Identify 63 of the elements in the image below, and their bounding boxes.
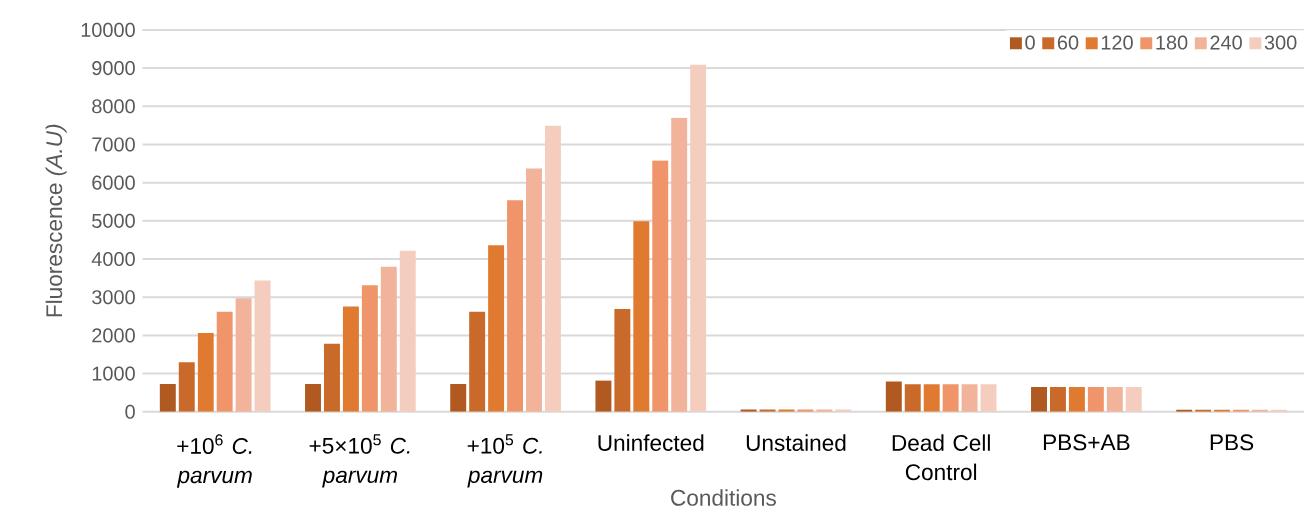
bar <box>216 311 233 412</box>
bar <box>980 384 997 412</box>
y-tick-label: 2000 <box>92 328 135 343</box>
y-tick-label: 3000 <box>92 289 135 305</box>
bar <box>904 384 921 412</box>
bar <box>197 332 214 412</box>
y-tick-label: 10000 <box>81 22 135 37</box>
bar <box>1106 386 1123 412</box>
y-tick-label: 4000 <box>91 251 135 266</box>
bar <box>1087 386 1104 412</box>
bar <box>323 343 340 412</box>
bar <box>254 280 271 412</box>
bar <box>305 383 321 412</box>
x-tick-label: +5×10$^{5}$ C. parvum <box>309 434 410 488</box>
x-tick-label: Unstained <box>746 434 846 451</box>
bar <box>633 221 650 412</box>
bar <box>671 117 688 412</box>
x-tick-label: +10$^{6}$ C. parvum <box>176 434 252 488</box>
legend-label: 120 <box>1101 35 1133 50</box>
y-tick-label: 0 <box>125 404 135 419</box>
bar <box>595 380 612 412</box>
bar <box>178 361 195 412</box>
y-tick-label: 7000 <box>92 137 135 152</box>
bar <box>342 306 359 412</box>
bar <box>652 160 669 412</box>
bar <box>380 266 397 412</box>
legend-label: 300 <box>1264 35 1297 50</box>
legend-label: 240 <box>1210 35 1242 50</box>
bar <box>361 285 378 412</box>
bar <box>488 245 505 412</box>
bar <box>690 64 707 412</box>
bar <box>399 250 416 412</box>
y-tick-label: 9000 <box>92 60 135 75</box>
bar <box>614 308 631 412</box>
bar <box>961 384 978 412</box>
bar <box>526 168 542 412</box>
bar <box>450 383 467 412</box>
bar <box>942 384 959 412</box>
bar <box>159 383 176 412</box>
y-tick-label: 1000 <box>92 366 135 381</box>
x-tick-label: Dead Cell Control <box>892 434 990 480</box>
bar <box>544 125 561 412</box>
bar <box>1068 386 1085 412</box>
x-tick-label: +10$^{5}$ C. parvum <box>467 434 543 488</box>
bar <box>1125 386 1142 412</box>
x-tick-label: PBS+AB <box>1043 434 1130 451</box>
bar <box>469 311 486 412</box>
bar <box>235 298 252 412</box>
y-tick-label: 6000 <box>92 175 135 190</box>
bar <box>923 384 940 412</box>
legend-label: 0 <box>1025 35 1035 50</box>
bar <box>1049 386 1066 412</box>
x-tick-label: Uninfected <box>598 434 704 451</box>
legend-label: 60 <box>1057 35 1079 50</box>
y-tick-label: 8000 <box>92 98 135 114</box>
legend-label: 180 <box>1156 35 1188 50</box>
x-axis-title: Conditions <box>671 489 776 506</box>
bar <box>507 200 524 412</box>
y-axis-title: Fluorescence (A.U) <box>45 124 67 317</box>
y-tick-label: 5000 <box>92 213 135 228</box>
bar <box>885 381 902 412</box>
bar <box>1031 386 1047 412</box>
x-tick-label: PBS <box>1210 434 1254 451</box>
